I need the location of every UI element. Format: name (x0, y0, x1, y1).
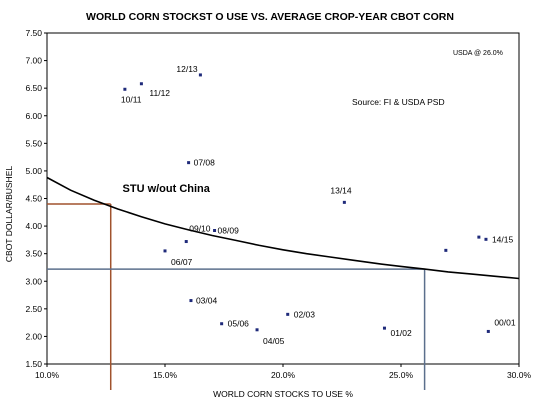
x-tick-label: 15.0% (153, 370, 178, 380)
y-tick-label: 3.50 (25, 249, 42, 259)
data-point (187, 161, 191, 165)
y-tick-label: 2.50 (25, 304, 42, 314)
y-tick-label: 5.50 (25, 138, 42, 148)
data-point-label: 04/05 (263, 336, 285, 346)
x-tick-label: 10.0% (35, 370, 60, 380)
data-point-label: 11/12 (149, 88, 170, 98)
data-point (184, 240, 188, 244)
note-usda: USDA @ 26.0% (453, 50, 503, 57)
source-box (348, 94, 458, 110)
data-point (163, 249, 167, 253)
y-axis-ticks: 1.50 2.00 2.50 3.00 3.50 4.00 4.50 5.00 5.50 6.00… (25, 28, 47, 369)
data-point-label: 14/15 (492, 234, 514, 244)
y-tick-label: 6.00 (25, 111, 42, 121)
data-point-label: 01/02 (390, 328, 412, 338)
y-tick-label: 1.50 (25, 359, 42, 369)
y-axis-label: CBOT DOLLAR/BUSHEL (4, 166, 14, 262)
data-point-label: 06/07 (171, 257, 193, 267)
data-point (484, 237, 488, 241)
data-point-label: 07/08 (194, 158, 216, 168)
data-point (286, 312, 290, 316)
data-point-label: 12/13 (176, 64, 198, 74)
x-tick-label: 30.0% (507, 370, 532, 380)
data-point-label: 03/04 (196, 296, 218, 306)
x-tick-label: 20.0% (271, 370, 296, 380)
y-tick-label: 7.50 (25, 28, 42, 38)
data-point-label: 10/11 (121, 94, 142, 104)
source-text: Source: FI & USDA PSD (352, 97, 445, 107)
data-point (189, 299, 193, 303)
data-point-label: 08/09 (218, 225, 240, 235)
data-point (123, 87, 127, 91)
data-point (486, 329, 490, 333)
data-point-label: 02/03 (294, 309, 316, 319)
y-tick-label: 4.50 (25, 194, 42, 204)
x-tick-label: 25.0% (389, 370, 414, 380)
data-point-labels: 12/13 11/12 10/11 07/08 13/14 09/10 08/09 06/07… (121, 64, 516, 346)
data-point-label: 00/01 (494, 317, 516, 327)
data-points (123, 73, 490, 333)
data-point (342, 200, 346, 204)
chart-title: WORLD CORN STOCKST O USE VS. AVERAGE CRO… (86, 11, 454, 23)
y-tick-label: 6.50 (25, 83, 42, 93)
x-axis-label: WORLD CORN STOCKS TO USE % (213, 389, 353, 399)
annotation-stu: STU w/out China (123, 183, 211, 195)
data-point (139, 82, 143, 86)
plot-area (46, 32, 520, 365)
y-tick-label: 3.00 (25, 276, 42, 286)
data-point (220, 322, 224, 326)
data-point (382, 326, 386, 330)
data-point-label: 05/06 (228, 319, 250, 329)
data-point (255, 328, 259, 332)
data-point (213, 228, 217, 232)
y-tick-label: 7.00 (25, 56, 42, 66)
reference-lines (47, 203, 426, 390)
y-tick-label: 5.00 (25, 166, 42, 176)
y-tick-label: 4.00 (25, 221, 42, 231)
y-tick-label: 2.00 (25, 331, 42, 341)
data-point-label: 13/14 (330, 185, 352, 195)
data-point (198, 73, 202, 77)
data-point (477, 235, 481, 239)
data-point (444, 248, 448, 252)
data-point-label: 09/10 (189, 224, 211, 234)
trend-curve (46, 176, 520, 280)
x-axis-ticks: 10.0% 15.0% 20.0% 25.0% 30.0% (35, 364, 532, 380)
